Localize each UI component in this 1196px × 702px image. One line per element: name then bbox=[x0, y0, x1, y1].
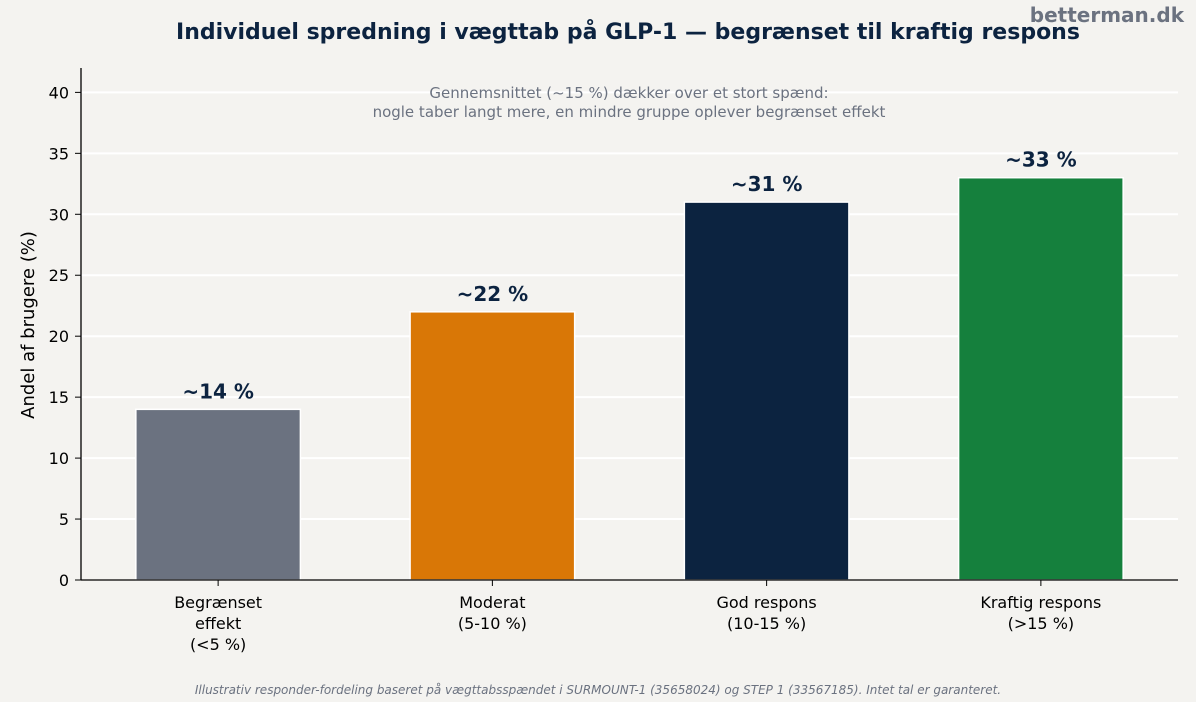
x-tick-label: Kraftig respons bbox=[980, 593, 1101, 612]
x-tick-label: (>15 %) bbox=[1008, 614, 1075, 633]
y-tick-label: 10 bbox=[49, 449, 69, 468]
chart-title: Individuel spredning i vægttab på GLP-1 … bbox=[176, 19, 1080, 45]
bar bbox=[957, 176, 1124, 581]
y-tick-label: 35 bbox=[49, 144, 69, 163]
data-label: ~22 % bbox=[457, 282, 529, 306]
y-tick-label: 40 bbox=[49, 83, 69, 102]
y-tick-label: 0 bbox=[59, 571, 69, 590]
x-ticks: Begrænset effekt (<5 %) Moderat (5-10 %) God … bbox=[174, 580, 1101, 654]
data-label: ~31 % bbox=[731, 172, 803, 196]
x-tick-label: (10-15 %) bbox=[727, 614, 806, 633]
x-tick-label: Moderat bbox=[459, 593, 525, 612]
y-tick-label: 15 bbox=[49, 388, 69, 407]
y-tick-label: 25 bbox=[49, 266, 69, 285]
y-tick-label: 30 bbox=[49, 205, 69, 224]
bar bbox=[409, 311, 576, 581]
x-tick-label: (5-10 %) bbox=[458, 614, 527, 633]
x-tick-label: God respons bbox=[716, 593, 816, 612]
x-tick-label: Begrænset bbox=[174, 593, 262, 612]
annotation-line: nogle taber langt mere, en mindre gruppe… bbox=[373, 103, 886, 121]
y-tick-label: 5 bbox=[59, 510, 69, 529]
bar bbox=[135, 408, 302, 581]
data-label: ~33 % bbox=[1005, 148, 1077, 172]
footnote: Illustrativ responder-fordeling baseret … bbox=[195, 683, 1001, 697]
bar bbox=[683, 201, 850, 581]
x-tick-label: (<5 %) bbox=[190, 635, 246, 654]
watermark: betterman.dk bbox=[1030, 3, 1185, 27]
y-axis-label: Andel af brugere (%) bbox=[18, 231, 39, 419]
y-ticks: 0 5 10 15 20 25 30 35 40 bbox=[49, 83, 81, 590]
data-labels: ~14 % ~22 % ~31 % ~33 % bbox=[182, 148, 1076, 404]
bars bbox=[135, 176, 1124, 581]
annotation-line: Gennemsnittet (~15 %) dækker over et sto… bbox=[429, 84, 828, 102]
y-tick-label: 20 bbox=[49, 327, 69, 346]
annotation: Gennemsnittet (~15 %) dækker over et sto… bbox=[373, 84, 886, 121]
data-label: ~14 % bbox=[182, 379, 254, 403]
x-tick-label: effekt bbox=[195, 614, 241, 633]
